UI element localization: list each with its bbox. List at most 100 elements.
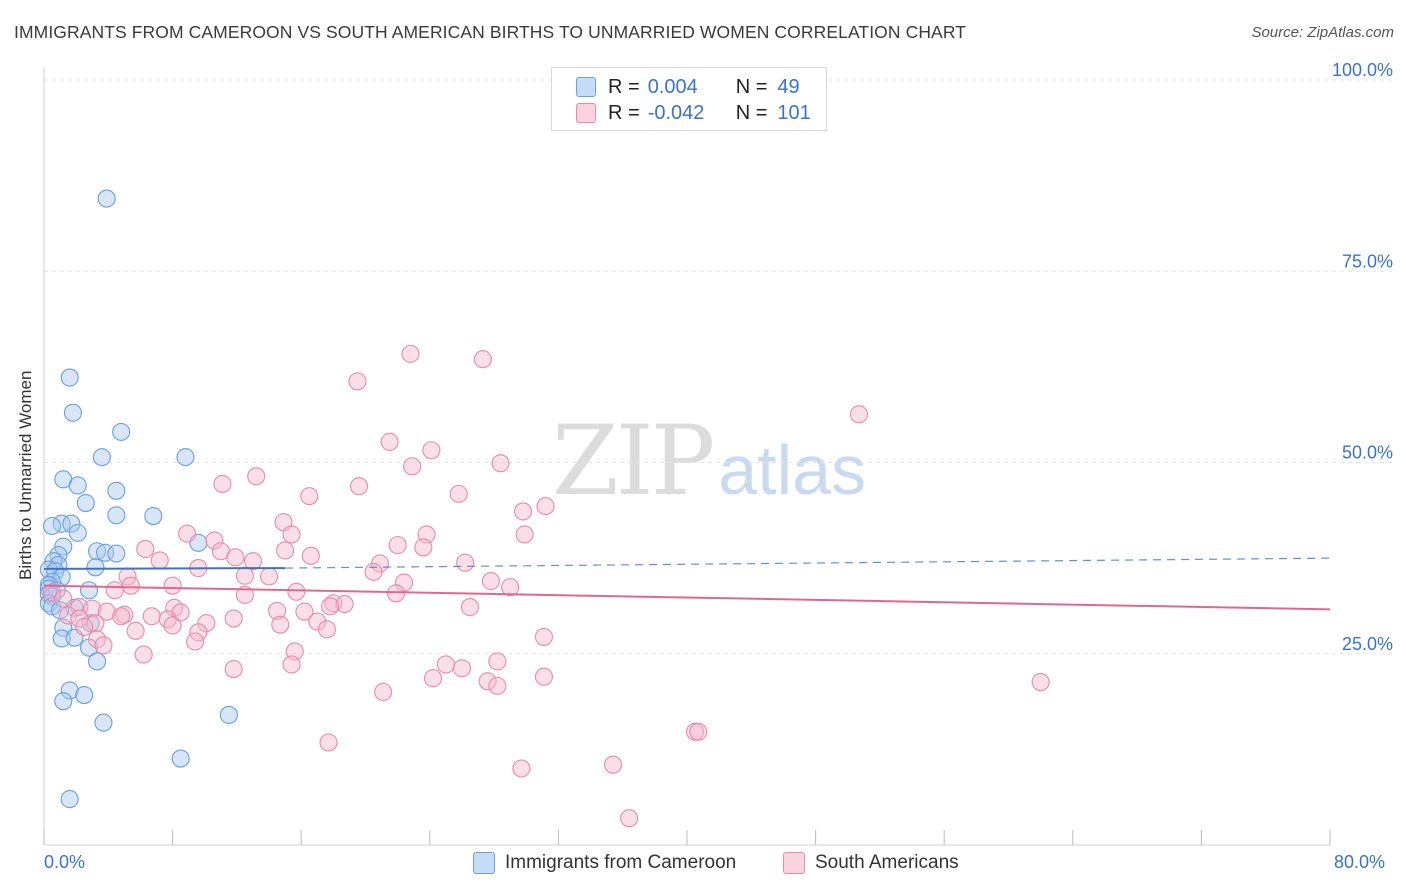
y-axis-label: Births to Unmarried Women [16, 370, 35, 580]
legend-item-cameroon[interactable]: Immigrants from Cameroon [473, 852, 736, 874]
point-south-americans [276, 541, 295, 560]
point-cameroon [86, 558, 105, 577]
legend-row-south-americans: R = -0.042 N = 101 [576, 101, 811, 125]
legend-label-south-americans: South Americans [815, 852, 959, 873]
point-south-americans [348, 372, 367, 391]
point-south-americans [115, 605, 134, 624]
point-south-americans [150, 551, 169, 570]
point-south-americans [235, 585, 254, 604]
point-south-americans [319, 733, 338, 752]
point-cameroon [79, 581, 99, 600]
point-cameroon [176, 448, 195, 467]
point-south-americans [243, 552, 263, 571]
point-south-americans [97, 602, 116, 621]
point-cameroon [92, 448, 111, 467]
point-south-americans [224, 659, 243, 679]
y-tick-label: 100.0% [1332, 60, 1393, 80]
x-label-min: 0.0% [44, 852, 86, 872]
point-south-americans [536, 497, 555, 516]
point-cameroon [60, 790, 79, 809]
point-south-americans [452, 659, 472, 678]
legend-swatch-blue [473, 852, 495, 874]
series-cameroon-points [39, 189, 238, 809]
n-label: N = [735, 101, 768, 124]
point-south-americans [54, 589, 73, 608]
point-south-americans [247, 467, 266, 486]
point-cameroon [68, 523, 87, 542]
point-south-americans [849, 405, 869, 424]
point-south-americans [491, 454, 510, 473]
trend-lines [43, 557, 1331, 611]
trend-cameroon [43, 567, 286, 570]
point-cameroon [107, 481, 126, 500]
point-south-americans [386, 584, 406, 603]
series-legend: Immigrants from Cameroon South Americans [0, 852, 1406, 876]
point-south-americans [163, 576, 182, 595]
point-south-americans [512, 759, 531, 778]
point-south-americans [259, 567, 279, 586]
point-south-americans [186, 632, 205, 651]
legend-label-cameroon: Immigrants from Cameroon [505, 852, 737, 873]
point-cameroon [76, 493, 95, 513]
r-value: 0.004 [647, 75, 698, 98]
y-tick-labels: 25.0% 50.0% 75.0% 100.0% [1332, 60, 1393, 654]
point-south-americans [136, 539, 155, 558]
chart-title: IMMIGRANTS FROM CAMEROON VS SOUTH AMERIC… [14, 22, 967, 42]
point-south-americans [282, 525, 301, 544]
point-south-americans [83, 599, 102, 618]
point-cameroon [171, 749, 190, 768]
point-cameroon [54, 537, 73, 556]
point-south-americans [335, 594, 354, 614]
point-south-americans [271, 615, 290, 634]
point-south-americans [321, 597, 340, 616]
point-south-americans [501, 578, 520, 597]
point-south-americans [178, 524, 197, 543]
point-south-americans [488, 652, 507, 671]
axes [43, 68, 1331, 846]
point-south-americans [689, 722, 708, 741]
correlation-legend: R = 0.004 N = 49 R = -0.042 N = 101 [551, 67, 827, 131]
point-south-americans [121, 576, 140, 595]
point-south-americans [317, 620, 336, 639]
point-south-americans [142, 607, 161, 626]
r-label: R = [608, 75, 640, 98]
watermark-zip: ZIP [552, 405, 715, 517]
point-cameroon [107, 506, 126, 525]
point-south-americans [449, 484, 468, 503]
point-cameroon [68, 476, 87, 495]
point-south-americans [224, 609, 243, 628]
y-tick-label: 25.0% [1342, 634, 1393, 654]
point-cameroon [97, 189, 116, 208]
point-south-americans [534, 627, 553, 646]
point-south-americans [620, 809, 639, 828]
point-south-americans [534, 667, 553, 686]
n-value: 101 [777, 101, 811, 124]
point-south-americans [165, 598, 184, 617]
point-south-americans [213, 474, 232, 493]
point-cameroon [42, 516, 62, 536]
point-south-americans [481, 572, 500, 591]
point-cameroon [60, 368, 79, 387]
point-south-americans [226, 548, 245, 567]
point-cameroon [39, 594, 58, 613]
point-south-americans [488, 676, 507, 695]
point-south-americans [59, 606, 78, 625]
point-south-americans [86, 614, 105, 633]
r-label: R = [608, 101, 640, 124]
trend-south-americans [43, 584, 1331, 611]
point-south-americans [374, 682, 393, 702]
point-south-americans [301, 546, 320, 565]
point-south-americans [350, 477, 369, 496]
point-south-americans [423, 669, 443, 688]
point-cameroon [94, 713, 113, 732]
point-south-americans [456, 553, 475, 572]
point-cameroon [144, 506, 163, 526]
point-south-americans [126, 621, 145, 640]
point-cameroon [107, 544, 126, 563]
point-cameroon [60, 681, 79, 700]
point-south-americans [380, 432, 399, 451]
legend-swatch-blue [576, 77, 596, 97]
watermark: ZIPatlas [552, 405, 866, 517]
legend-item-south-americans[interactable]: South Americans [783, 852, 959, 874]
